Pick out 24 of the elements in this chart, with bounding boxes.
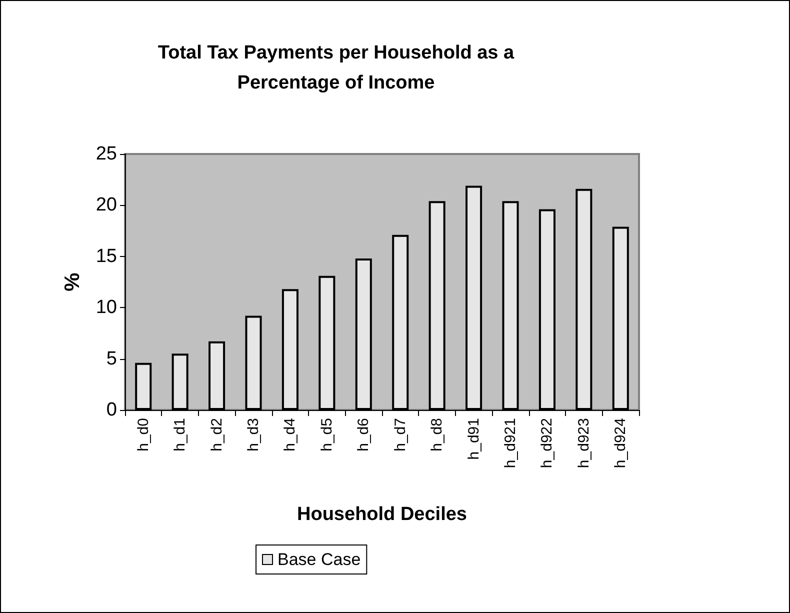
- x-tick-label: h_d921: [502, 418, 519, 468]
- y-tick-label: 5: [106, 348, 117, 370]
- x-tick-label: h_d922: [538, 418, 556, 468]
- chart-title: Total Tax Payments per Household as a Percentage of Income: [158, 42, 515, 94]
- y-tick-label: 0: [106, 400, 117, 420]
- legend-label: Base Case: [278, 550, 361, 569]
- x-tick-label: h_d924: [612, 418, 630, 468]
- y-tick-label: 15: [96, 246, 117, 267]
- y-axis-title: %: [61, 272, 84, 292]
- y-tick-label: 20: [96, 194, 117, 216]
- x-axis-title: Household Deciles: [297, 504, 467, 525]
- x-tick-label: h_d1: [172, 418, 189, 452]
- x-tick-label: h_d6: [355, 418, 372, 452]
- x-tick-label: h_d8: [428, 418, 446, 452]
- x-tick-label: h_d5: [318, 418, 336, 452]
- x-tick-label: h_d4: [282, 418, 299, 452]
- x-tick-label: h_d3: [245, 418, 262, 452]
- x-tick-label: h_d91: [465, 418, 482, 460]
- y-tick-label: 10: [96, 297, 117, 318]
- x-tick-label: h_d0: [134, 418, 152, 452]
- x-tick-label: h_d2: [208, 418, 226, 452]
- x-tick-label: h_d923: [575, 418, 592, 468]
- x-tick-label: h_d7: [392, 418, 409, 452]
- y-tick-label: 25: [96, 144, 117, 164]
